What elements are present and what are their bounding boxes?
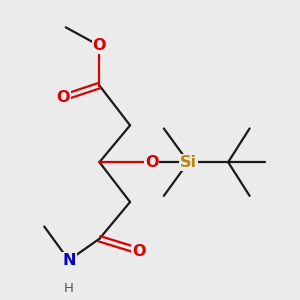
Text: Si: Si bbox=[180, 155, 197, 170]
Text: O: O bbox=[145, 155, 158, 170]
Text: O: O bbox=[133, 244, 146, 259]
Text: H: H bbox=[64, 282, 74, 295]
Text: N: N bbox=[62, 253, 76, 268]
Text: O: O bbox=[56, 90, 69, 105]
Text: O: O bbox=[93, 38, 106, 53]
